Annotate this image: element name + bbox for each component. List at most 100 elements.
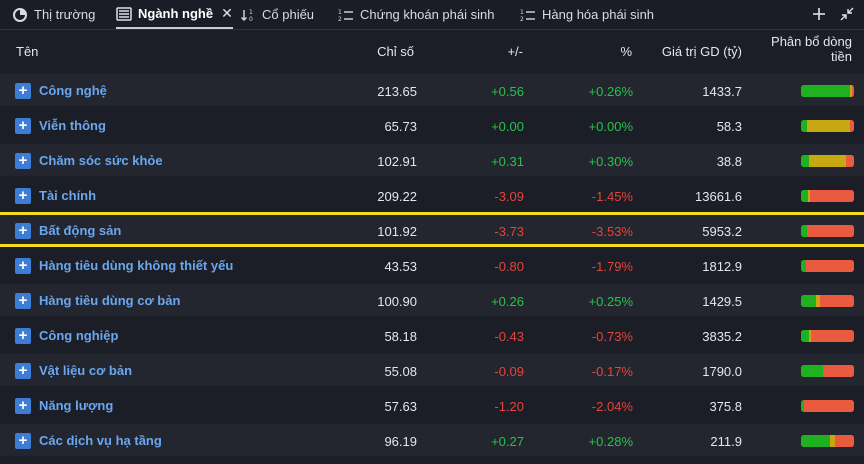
table-row[interactable]: + Công nghiệp 58.18 -0.43 -0.73% 3835.2 xyxy=(0,319,864,351)
percent-value: -0.73% xyxy=(591,329,633,344)
expand-plus-icon[interactable]: + xyxy=(15,223,31,239)
header-index[interactable]: Chỉ số xyxy=(377,44,414,59)
sector-name[interactable]: Chăm sóc sức khỏe xyxy=(39,153,163,168)
expand-plus-icon[interactable]: + xyxy=(15,328,31,344)
sector-name[interactable]: Hàng tiêu dùng cơ bản xyxy=(39,293,181,308)
flow-bar-yellow xyxy=(830,435,835,447)
table-row[interactable]: + Viễn thông 65.73 +0.00 +0.00% 58.3 xyxy=(0,109,864,141)
change-value: -0.09 xyxy=(494,364,524,379)
table-row[interactable]: + Bất động sản 101.92 -3.73 -3.53% 5953.2 xyxy=(0,214,864,246)
sector-name[interactable]: Công nghệ xyxy=(39,83,107,98)
flow-bar-red xyxy=(807,225,854,237)
change-value: -3.09 xyxy=(494,189,524,204)
index-value: 102.91 xyxy=(377,154,417,169)
expand-plus-icon[interactable]: + xyxy=(15,433,31,449)
expand-plus-icon[interactable]: + xyxy=(15,293,31,309)
flow-bar-green xyxy=(801,85,850,97)
table-row[interactable]: + Tài chính 209.22 -3.09 -1.45% 13661.6 xyxy=(0,179,864,211)
index-value: 65.73 xyxy=(384,119,417,134)
flow-bar-green xyxy=(801,120,807,132)
table-row[interactable]: + Vật liệu cơ bản 55.08 -0.09 -0.17% 1790.0 xyxy=(0,354,864,386)
expand-plus-icon[interactable]: + xyxy=(15,153,31,169)
tab-thi-truong[interactable]: Thị trường xyxy=(12,0,95,29)
trade-value: 375.8 xyxy=(709,399,742,414)
money-flow-bar xyxy=(801,260,854,272)
list-icon xyxy=(116,6,132,22)
collapse-button[interactable] xyxy=(838,5,856,23)
index-value: 101.92 xyxy=(377,224,417,239)
header-flow-line1: Phân bổ dòng xyxy=(771,34,852,49)
sector-name[interactable]: Công nghiệp xyxy=(39,328,119,343)
sector-name[interactable]: Tài chính xyxy=(39,188,97,203)
sector-name[interactable]: Năng lượng xyxy=(39,398,114,413)
sector-name[interactable]: Các dịch vụ hạ tầng xyxy=(39,433,162,448)
flow-bar-green xyxy=(801,400,804,412)
trade-value: 38.8 xyxy=(716,154,742,169)
index-value: 100.90 xyxy=(377,294,417,309)
svg-text:1: 1 xyxy=(338,9,342,16)
header-name[interactable]: Tên xyxy=(16,44,39,59)
index-value: 96.19 xyxy=(384,434,417,449)
percent-value: +0.26% xyxy=(588,84,633,99)
flow-bar-green xyxy=(801,295,816,307)
trade-value: 3835.2 xyxy=(702,329,742,344)
percent-value: +0.00% xyxy=(588,119,633,134)
index-value: 43.53 xyxy=(384,259,417,274)
tab-label: Thị trường xyxy=(34,7,96,22)
change-value: +0.31 xyxy=(491,154,524,169)
tab-nganh-nghe[interactable]: Ngành nghề ✕ xyxy=(116,0,233,29)
add-tab-button[interactable] xyxy=(810,5,828,23)
header-change[interactable]: +/- xyxy=(507,44,523,59)
header-value[interactable]: Giá trị GD (tỷ) xyxy=(661,44,742,59)
money-flow-bar xyxy=(801,155,854,167)
index-value: 58.18 xyxy=(384,329,417,344)
expand-plus-icon[interactable]: + xyxy=(15,188,31,204)
change-value: -3.73 xyxy=(494,224,524,239)
expand-plus-icon[interactable]: + xyxy=(15,363,31,379)
tab-label: Chứng khoán phái sinh xyxy=(360,7,495,22)
expand-plus-icon[interactable]: + xyxy=(15,118,31,134)
flow-bar-yellow xyxy=(816,295,820,307)
table-row[interactable]: + Năng lượng 57.63 -1.20 -2.04% 375.8 xyxy=(0,389,864,421)
flow-bar-red xyxy=(850,120,854,132)
percent-value: -2.04% xyxy=(591,399,633,414)
trade-value: 13661.6 xyxy=(695,189,742,204)
sector-name[interactable]: Viễn thông xyxy=(39,118,106,133)
flow-bar-green xyxy=(801,190,808,202)
flow-bar-red xyxy=(820,295,854,307)
expand-plus-icon[interactable]: + xyxy=(15,83,31,99)
percent-value: -1.79% xyxy=(591,259,633,274)
sector-name[interactable]: Vật liệu cơ bản xyxy=(39,363,133,378)
money-flow-bar xyxy=(801,435,854,447)
close-icon[interactable]: ✕ xyxy=(221,5,233,21)
expand-plus-icon[interactable]: + xyxy=(15,398,31,414)
header-percent[interactable]: % xyxy=(620,44,632,59)
tab-label: Ngành nghề xyxy=(138,6,214,21)
flow-bar-green xyxy=(801,260,806,272)
percent-value: -0.17% xyxy=(591,364,633,379)
table-row[interactable]: + Hàng tiêu dùng không thiết yếu 43.53 -0.8… xyxy=(0,249,864,281)
sector-name[interactable]: Hàng tiêu dùng không thiết yếu xyxy=(39,258,234,273)
table-row[interactable]: + Công nghệ 213.65 +0.56 +0.26% 1433.7 xyxy=(0,74,864,106)
flow-bar-red xyxy=(852,85,854,97)
flow-bar-yellow xyxy=(809,155,846,167)
sector-name[interactable]: Bất động sản xyxy=(39,223,122,238)
trade-value: 1429.5 xyxy=(702,294,742,309)
flow-bar-yellow xyxy=(808,190,810,202)
expand-plus-icon[interactable]: + xyxy=(15,258,31,274)
flow-bar-yellow xyxy=(850,85,852,97)
table-row[interactable]: + Các dịch vụ hạ tầng 96.19 +0.27 +0.28% 211.… xyxy=(0,424,864,456)
svg-text:2: 2 xyxy=(520,16,524,23)
flow-bar-yellow xyxy=(807,120,850,132)
change-value: -0.80 xyxy=(494,259,524,274)
percent-value: +0.28% xyxy=(588,434,633,449)
header-flow[interactable]: Phân bổ dòng tiền xyxy=(771,34,852,64)
table-row[interactable]: + Hàng tiêu dùng cơ bản 100.90 +0.26 +0.25% 1… xyxy=(0,284,864,316)
flow-bar-red xyxy=(846,155,854,167)
table-row[interactable]: + Chăm sóc sức khỏe 102.91 +0.31 +0.30% 38.8 xyxy=(0,144,864,176)
percent-value: +0.30% xyxy=(588,154,633,169)
